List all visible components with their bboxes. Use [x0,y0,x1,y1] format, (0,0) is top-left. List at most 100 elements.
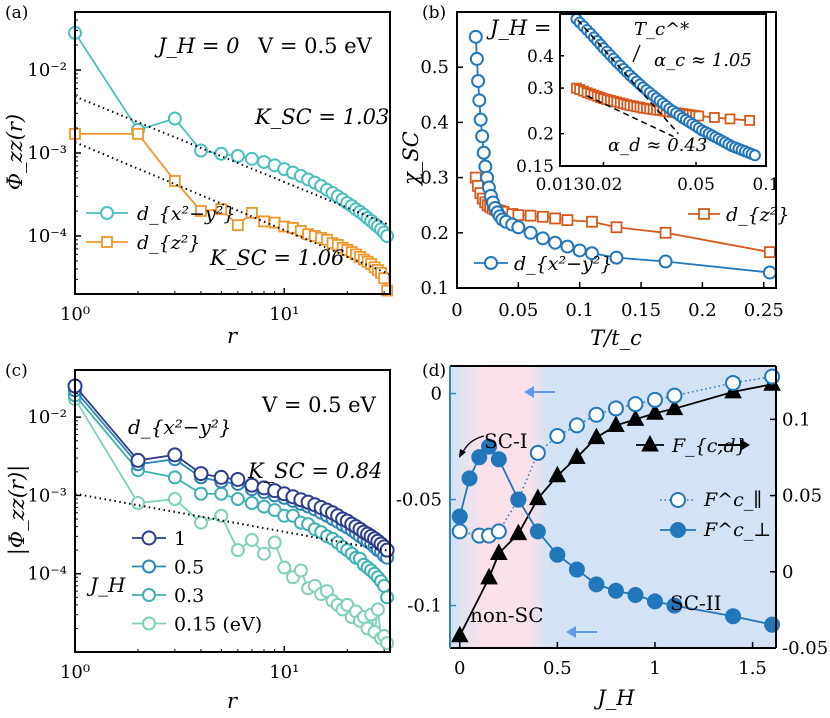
b-inset-tc-arrow [632,44,641,63]
b-ylabel: χ_SC [399,131,423,187]
d-point-1-13 [725,374,742,391]
d-point-2-2 [471,449,488,466]
c-point-2-5 [230,492,245,507]
c-xlabel: r [227,689,239,713]
d-point-2-12 [646,593,663,610]
d-legend-label-1: F^c_∥ [703,489,762,511]
b-inset-x-ticklabel-0: 0.013 [536,175,585,195]
b-point-0-7 [478,159,493,174]
b-inset-y-ticklabel-3: 0.4 [527,47,554,67]
a-legend-label-0: d_{x²−y²} [137,203,235,225]
d-yr-ticklabel-2: 0 [782,562,793,583]
d-point-1-10 [627,396,644,413]
d-x-ticklabel-1: 0.5 [543,658,572,679]
b-point-0-20 [535,231,550,246]
b-point-0-21 [548,235,563,250]
a-point-1-1 [132,127,144,140]
c-point-0-2 [167,447,183,463]
d-point-0-0 [450,625,469,643]
a-x-ticklabel-0: 10⁰ [60,304,90,325]
b-point-0-5 [475,129,490,144]
b-inset-text-ac: α_c ≈ 1.05 [654,50,752,71]
b-y-ticklabel-2: 0.3 [420,168,449,189]
b-point-0-27 [762,265,777,280]
b-x-ticklabel-2: 0.1 [565,300,594,321]
d-point-0-3 [509,523,528,541]
d-legend-label-0: F_{c,d} [671,435,748,457]
d-point-2-4 [490,451,507,468]
b-text-jh: J_H = 0 [486,16,572,40]
d-legend-marker-1 [670,492,686,508]
c-text-jh: J_H [86,573,126,597]
c-text-ksc: K_SC = 0.84 [247,459,382,483]
d-x-ticklabel-3: 1.5 [738,658,767,679]
b-point-1-14 [524,209,537,222]
d-point-2-5 [510,491,527,508]
a-point-0-30 [380,228,395,243]
d-point-1-5 [529,444,546,461]
d-yl-ticklabel-0: 0 [431,384,442,405]
d-point-2-9 [588,576,605,593]
a-y-ticklabel-1: 10⁻³ [27,143,67,164]
b-x-ticklabel-4: 0.2 [688,300,717,321]
b-x-ticklabel-5: 0.25 [744,300,784,321]
c-point-0-1 [130,452,146,468]
b-point-0-6 [476,145,491,160]
d-point-2-7 [549,546,566,563]
c-fit-line [74,492,391,552]
d-point-0-6 [568,447,586,464]
d-point-1-3 [490,523,507,540]
b-point-1-18 [586,215,598,228]
d-xlabel: J_H [593,686,635,710]
d-point-0-11 [665,398,684,416]
b-inset-fit-3 [586,95,674,138]
d-point-2-1 [461,470,478,487]
b-legend-marker-0 [698,208,710,220]
b-point-0-24 [584,246,599,261]
d-yr-ticklabel-3: -0.05 [782,638,828,659]
c-point-0-5 [230,471,246,487]
b-inset-text-tc: T_c^* [634,19,689,40]
d-point-0-2 [489,543,508,560]
c-point-0-4 [213,469,229,485]
c-point-2-29 [377,578,392,593]
c-point-3-7 [257,546,271,561]
a-point-1-6 [245,206,258,219]
b-xlabel: T/t_c [590,326,642,350]
d-point-2-3 [481,438,498,455]
b-point-1-20 [659,226,672,239]
a-text-ksc2: K_SC = 1.06 [209,246,344,270]
b-point-1-19 [610,221,623,234]
d-text-sc1: SC-I [484,429,528,453]
b-frame [456,11,777,289]
c-y-ticklabel-0: 10⁻⁴ [27,564,67,585]
a-x-ticklabel-1: 10¹ [269,304,299,325]
d-point-0-9 [626,409,645,426]
c-y-ticklabel-2: 10⁻² [27,407,67,428]
b-x-ticklabel-0: 0 [451,300,462,321]
c-text-d: d_{x²−y²} [128,415,232,439]
d-region-nonsc [450,366,548,648]
c-point-3-27 [370,602,385,617]
d-text-nonsc: non-SC [470,603,544,627]
d-legend-arrow-right-head [740,439,750,451]
b-point-1-13 [512,209,525,222]
c-legend-marker-2 [142,588,156,602]
a-xlabel: r [227,324,239,348]
c-point-2-4 [214,486,229,501]
d-yl-ticklabel-2: -0.1 [407,596,442,617]
d-point-0-10 [646,403,664,420]
d-point-2-13 [666,597,683,614]
a-point-0-3 [194,143,208,158]
d-point-2-0 [451,508,468,525]
c-point-2-3 [194,486,208,501]
d-yr-ticklabel-0: 0.1 [782,409,811,430]
a-point-1-8 [268,216,281,229]
c-point-3-2 [167,492,182,507]
d-yl-ticklabel-1: -0.05 [396,490,442,511]
b-point-0-1 [469,51,484,66]
c-y-ticklabel-1: 10⁻³ [27,485,67,506]
c-point-0-3 [193,466,209,482]
a-point-1-29 [378,272,391,285]
